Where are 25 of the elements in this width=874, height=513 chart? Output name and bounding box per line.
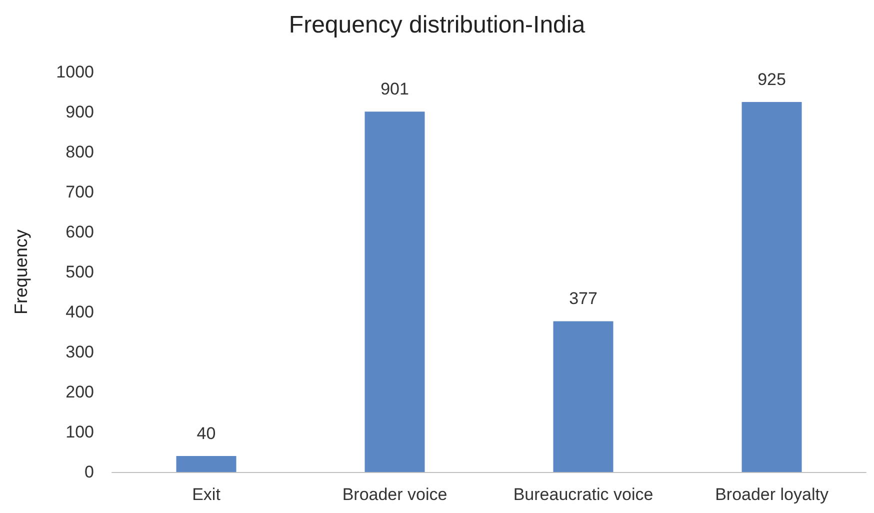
- y-tick-label: 100: [66, 422, 94, 442]
- y-tick-label: 300: [66, 342, 94, 362]
- data-label: 40: [196, 424, 216, 443]
- data-label: 901: [380, 80, 409, 99]
- y-tick-label: 600: [66, 222, 94, 242]
- chart-title: Frequency distribution-India: [288, 12, 586, 38]
- y-tick-label: 400: [66, 302, 94, 322]
- x-tick-label: Broader voice: [342, 485, 448, 504]
- x-tick-label: Bureaucratic voice: [513, 485, 654, 504]
- y-tick-label: 900: [66, 102, 94, 122]
- bar: [553, 321, 614, 472]
- y-tick-label: 1000: [56, 62, 94, 82]
- y-tick-label: 700: [66, 182, 94, 202]
- y-tick-label: 800: [66, 142, 94, 162]
- data-label: 925: [758, 70, 786, 89]
- bar: [176, 456, 236, 472]
- x-tick-label: Broader loyalty: [715, 485, 829, 504]
- y-tick-label: 0: [84, 462, 94, 482]
- y-tick-label: 500: [66, 262, 94, 282]
- bar: [742, 102, 802, 472]
- x-tick-label: Exit: [192, 485, 221, 504]
- data-label: 377: [569, 289, 598, 308]
- bar: [364, 112, 425, 472]
- y-tick-label: 200: [66, 382, 94, 402]
- y-axis-title: Frequency: [11, 229, 31, 315]
